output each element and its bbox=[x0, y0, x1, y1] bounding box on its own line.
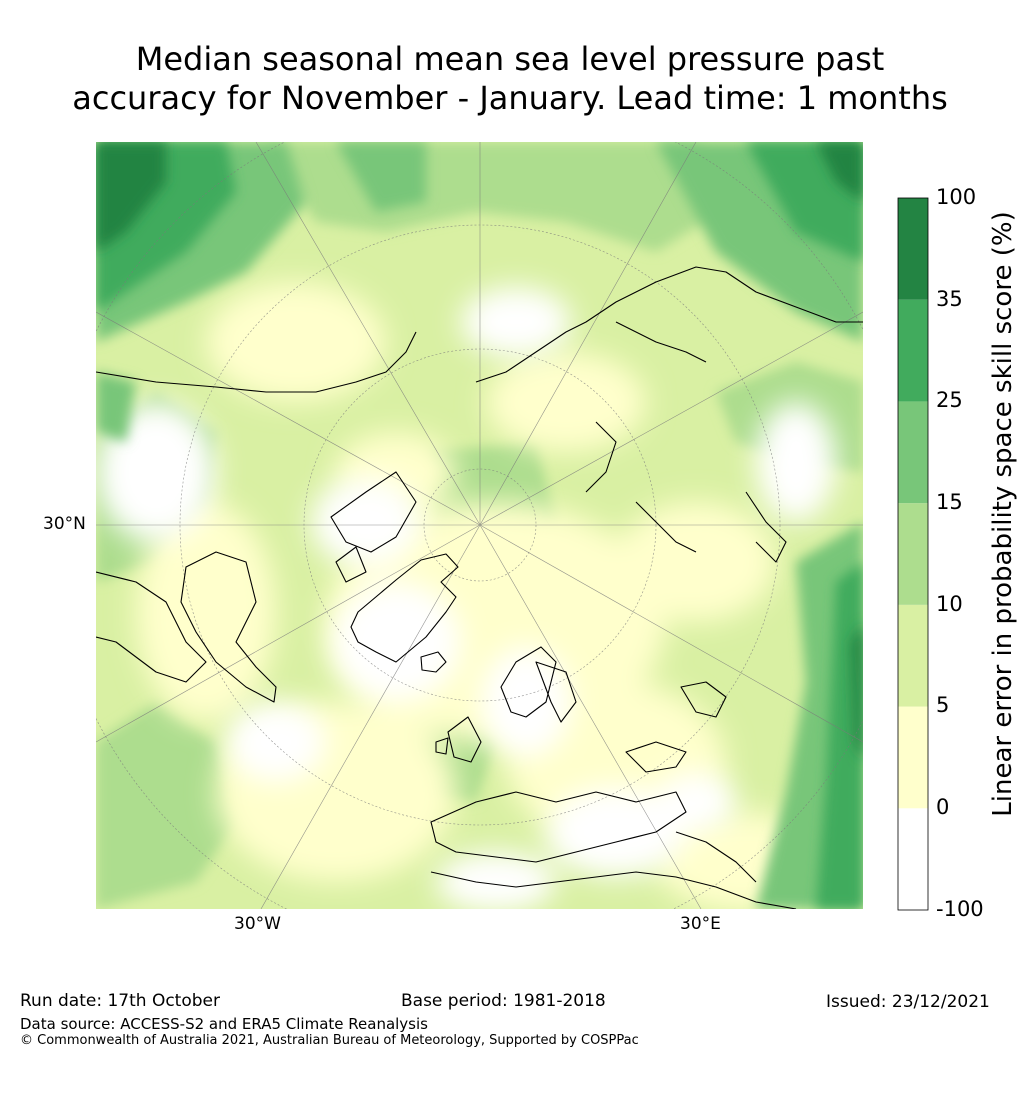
colorbar-bin-15-to-25 bbox=[898, 401, 928, 504]
run-date: Run date: 17th October bbox=[20, 991, 220, 1011]
colorbar bbox=[897, 197, 929, 911]
issued-date: Issued: 23/12/2021 bbox=[826, 992, 990, 1012]
skill-field-white bbox=[96, 287, 836, 909]
lon-label-30w: 30°W bbox=[234, 914, 281, 934]
colorbar-tick-25: 25 bbox=[936, 388, 963, 412]
colorbar-tick-0: 0 bbox=[936, 795, 950, 819]
colorbar-tick-100: 100 bbox=[936, 185, 977, 209]
colorbar-tick-15: 15 bbox=[936, 490, 963, 514]
colorbar-bin-35-to-100 bbox=[898, 198, 928, 300]
colorbar-tick-35: 35 bbox=[936, 287, 963, 311]
skill-field-dark-green bbox=[96, 142, 863, 762]
lat-label-30n: 30°N bbox=[43, 514, 86, 534]
title-line-1: Median seasonal mean sea level pressure … bbox=[135, 40, 885, 78]
colorbar-bin-5-to-10 bbox=[898, 604, 928, 707]
colorbar-bin-minus-100-to-0 bbox=[898, 808, 928, 910]
copyright: © Commonwealth of Australia 2021, Austra… bbox=[20, 1033, 639, 1048]
colorbar-tick-5: 5 bbox=[936, 693, 950, 717]
chart-title: Median seasonal mean sea level pressure … bbox=[0, 40, 1020, 118]
colorbar-bin-25-to-35 bbox=[898, 299, 928, 402]
colorbar-frame bbox=[897, 197, 929, 911]
colorbar-bin-0-to-5 bbox=[898, 706, 928, 809]
lon-label-30e: 30°E bbox=[680, 914, 721, 934]
coastlines bbox=[96, 266, 863, 909]
colorbar-bin-10-to-15 bbox=[898, 503, 928, 605]
colorbar-tick-minus-100: -100 bbox=[936, 897, 984, 921]
base-period: Base period: 1981-2018 bbox=[401, 991, 606, 1011]
skill-score-map bbox=[96, 142, 863, 909]
colorbar-tick-10: 10 bbox=[936, 592, 963, 616]
data-source: Data source: ACCESS-S2 and ERA5 Climate … bbox=[20, 1015, 428, 1033]
title-line-2: accuracy for November - January. Lead ti… bbox=[72, 79, 948, 117]
meridians bbox=[96, 142, 863, 909]
colorbar-label: Linear error in probability space skill … bbox=[988, 211, 1018, 817]
